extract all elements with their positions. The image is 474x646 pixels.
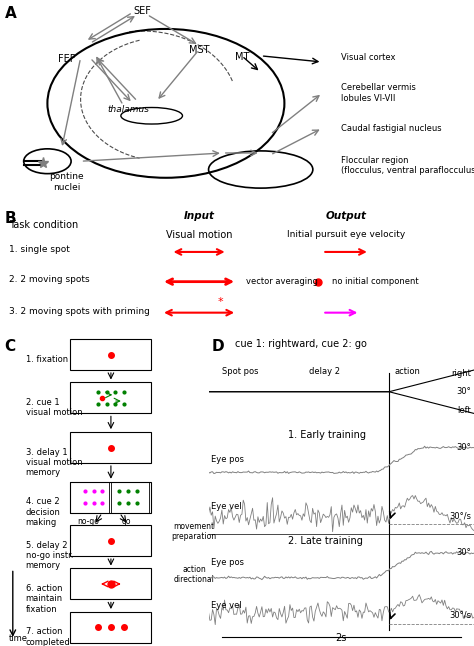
Text: right: right [451, 369, 471, 378]
Text: delay 2: delay 2 [310, 367, 340, 376]
Text: Initial pursuit eye velocity: Initial pursuit eye velocity [287, 230, 405, 239]
Text: 3. delay 1
visual motion
memory: 3. delay 1 visual motion memory [26, 448, 82, 477]
Text: MST: MST [189, 45, 210, 56]
Text: 4. cue 2
decision
making: 4. cue 2 decision making [26, 497, 61, 527]
Text: vector averaging: vector averaging [246, 277, 319, 286]
Text: 6. action
maintain
fixation: 6. action maintain fixation [26, 584, 63, 614]
Text: C: C [4, 339, 15, 354]
Text: pontine
nuclei: pontine nuclei [49, 172, 84, 192]
Text: A: A [5, 6, 17, 21]
Text: Eye vel: Eye vel [211, 601, 242, 610]
Text: Eye pos: Eye pos [211, 557, 244, 567]
Text: Input: Input [183, 211, 215, 220]
Text: 30°: 30° [456, 548, 471, 557]
Text: no initial component: no initial component [332, 277, 419, 286]
Text: Spot pos: Spot pos [222, 367, 258, 376]
Text: action: action [394, 367, 420, 376]
Text: cue 1: rightward, cue 2: go: cue 1: rightward, cue 2: go [235, 339, 367, 349]
Text: Caudal fastigial nucleus: Caudal fastigial nucleus [341, 123, 442, 132]
Text: 30°/s: 30°/s [449, 610, 471, 620]
Text: left: left [457, 406, 471, 415]
Text: Eye pos: Eye pos [211, 455, 244, 464]
Text: movement
preparation: movement preparation [172, 521, 217, 541]
Text: go: go [121, 517, 131, 526]
Text: 2. 2 moving spots: 2. 2 moving spots [9, 275, 90, 284]
Text: 1. single spot: 1. single spot [9, 245, 70, 255]
Text: 2s: 2s [336, 633, 347, 643]
Text: 7. action
completed: 7. action completed [26, 627, 70, 646]
Text: SEF: SEF [133, 6, 151, 16]
Text: 1. Early training: 1. Early training [288, 430, 366, 440]
Text: 1. fixation: 1. fixation [26, 355, 68, 364]
Text: 2. cue 1
visual motion: 2. cue 1 visual motion [26, 398, 82, 417]
Text: 5. delay 2
no-go instr.
memory: 5. delay 2 no-go instr. memory [26, 541, 73, 570]
Text: Cerebellar vermis
lobules VI-VII: Cerebellar vermis lobules VI-VII [341, 83, 416, 103]
Text: 30°: 30° [456, 387, 471, 396]
Text: 30°: 30° [456, 443, 471, 452]
Text: B: B [5, 211, 17, 225]
Text: 30°/s: 30°/s [449, 511, 471, 520]
Text: Visual cortex: Visual cortex [341, 54, 396, 63]
Text: Output: Output [326, 211, 366, 220]
Text: *: * [218, 298, 224, 307]
Text: thalamus: thalamus [107, 105, 149, 114]
Text: action
directional: action directional [173, 565, 215, 585]
Text: Task condition: Task condition [9, 220, 79, 229]
Text: Visual motion: Visual motion [166, 230, 232, 240]
Text: 2. Late training: 2. Late training [288, 536, 363, 546]
Text: Floccular region
(flocculus, ventral paraflocculus): Floccular region (flocculus, ventral par… [341, 156, 474, 175]
Text: time: time [9, 634, 27, 643]
Text: FEF: FEF [58, 54, 75, 64]
Text: 3. 2 moving spots with priming: 3. 2 moving spots with priming [9, 307, 150, 317]
Text: MT: MT [235, 52, 249, 61]
Text: D: D [211, 339, 224, 354]
Text: no-go: no-go [77, 517, 99, 526]
Text: Eye vel: Eye vel [211, 502, 242, 511]
